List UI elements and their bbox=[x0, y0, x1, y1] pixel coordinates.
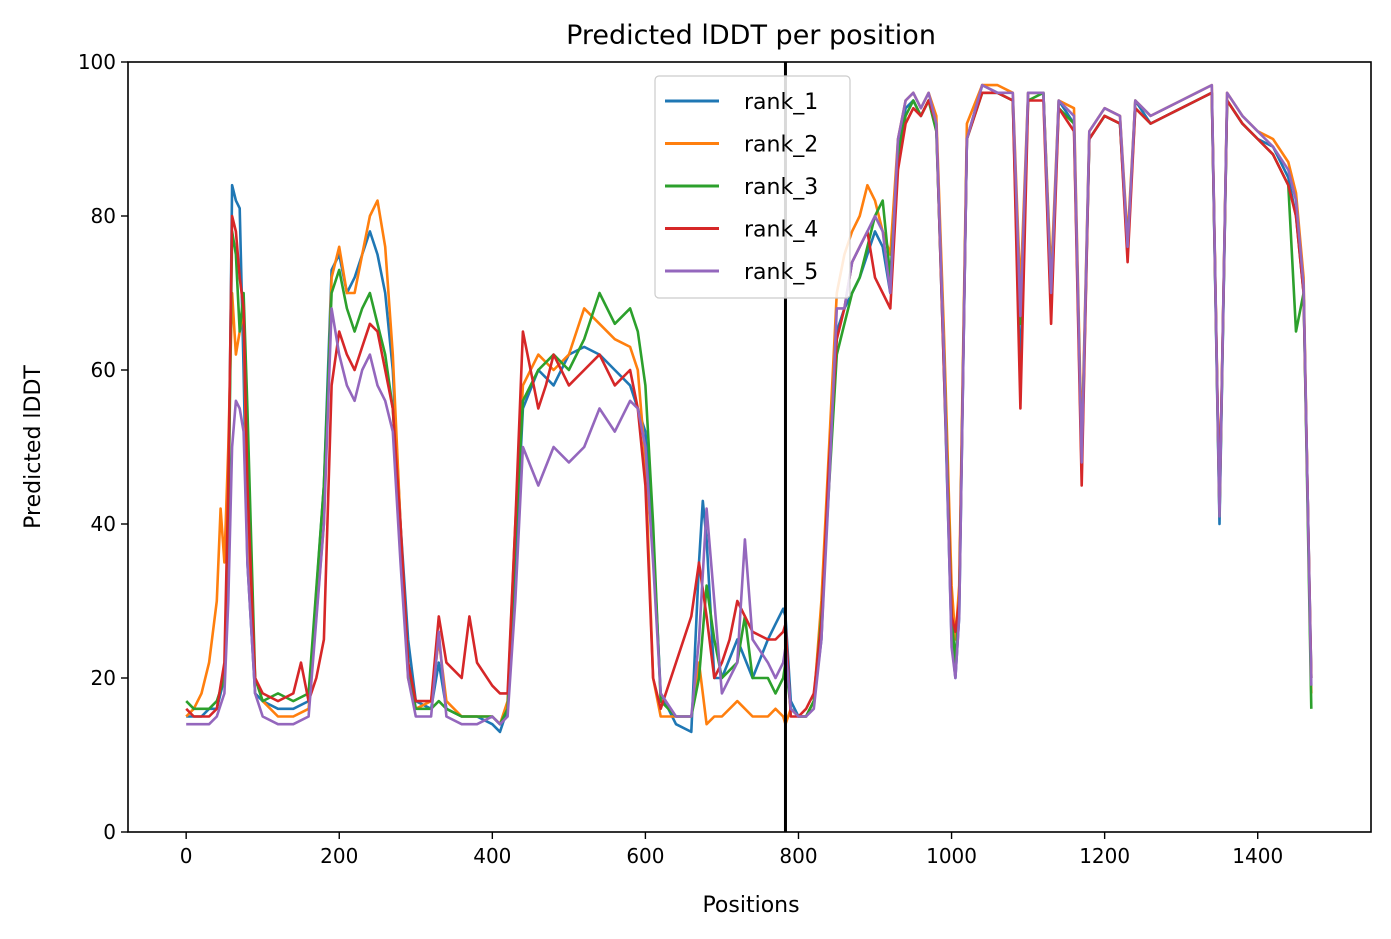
legend-label-rank-4: rank_4 bbox=[744, 218, 818, 243]
y-tick-label: 0 bbox=[103, 820, 116, 844]
y-axis-label: Predicted lDDT bbox=[21, 365, 46, 529]
legend-label-rank-5: rank_5 bbox=[744, 260, 818, 285]
x-tick-label: 1000 bbox=[926, 844, 977, 868]
x-tick-label: 1400 bbox=[1232, 844, 1283, 868]
x-axis-label: Positions bbox=[702, 893, 799, 918]
y-tick-label: 40 bbox=[91, 512, 116, 536]
x-tick-label: 400 bbox=[473, 844, 511, 868]
y-tick-label: 20 bbox=[91, 666, 116, 690]
series-line-rank-5 bbox=[186, 83, 1313, 726]
series-layer bbox=[185, 83, 1313, 734]
x-tick-label: 200 bbox=[320, 844, 358, 868]
legend-label-rank-3: rank_3 bbox=[744, 175, 818, 200]
chart-title: Predicted lDDT per position bbox=[566, 20, 936, 51]
legend-label-rank-2: rank_2 bbox=[744, 133, 818, 158]
y-axis: 0 20 40 60 80 100 bbox=[78, 50, 128, 844]
x-tick-label: 800 bbox=[779, 844, 817, 868]
y-tick-label: 100 bbox=[78, 50, 116, 74]
x-tick-label: 1200 bbox=[1079, 844, 1130, 868]
x-tick-label: 600 bbox=[626, 844, 664, 868]
legend-label-rank-1: rank_1 bbox=[744, 90, 818, 115]
legend: rank_1 rank_2 rank_3 rank_4 rank_5 bbox=[654, 75, 851, 299]
x-tick-label: 0 bbox=[180, 844, 193, 868]
series-line-rank-4 bbox=[185, 91, 1313, 718]
y-tick-label: 80 bbox=[91, 204, 116, 228]
y-tick-label: 60 bbox=[91, 358, 116, 382]
legend-box bbox=[654, 75, 851, 299]
x-axis: 0 200 400 600 800 1000 1200 1400 bbox=[180, 832, 1283, 868]
